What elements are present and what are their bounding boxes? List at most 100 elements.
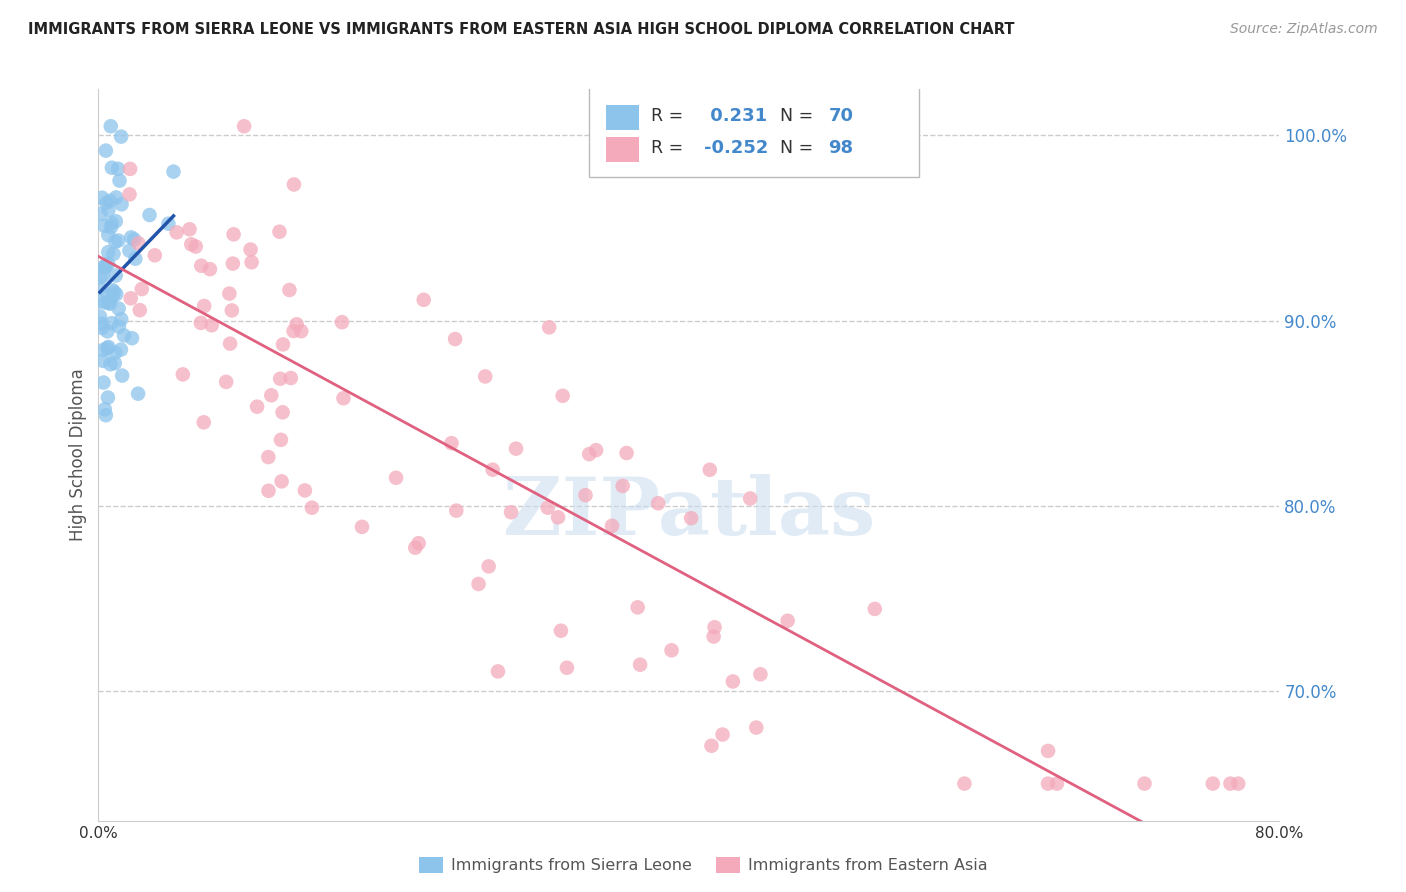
Point	[1133, 776, 1156, 790]
Text: -0.252: -0.252	[704, 139, 769, 157]
Point	[100, 220, 122, 235]
Point	[740, 491, 762, 506]
Point	[269, 225, 291, 239]
Text: N =: N =	[769, 139, 820, 157]
Point	[98, 194, 121, 208]
Point	[215, 375, 238, 389]
Text: 70: 70	[828, 106, 853, 125]
Point	[219, 336, 242, 351]
Point	[547, 510, 569, 524]
Point	[94, 402, 117, 417]
Point	[101, 283, 124, 297]
Point	[404, 541, 426, 555]
Point	[93, 219, 115, 233]
Point	[221, 303, 243, 318]
Point	[190, 316, 212, 330]
Point	[555, 661, 578, 675]
Point	[269, 372, 291, 386]
Point	[290, 324, 312, 338]
Point	[122, 232, 145, 246]
Point	[97, 257, 120, 271]
Point	[107, 234, 129, 248]
Text: ZIPatlas: ZIPatlas	[503, 475, 875, 552]
Text: IMMIGRANTS FROM SIERRA LEONE VS IMMIGRANTS FROM EASTERN ASIA HIGH SCHOOL DIPLOMA: IMMIGRANTS FROM SIERRA LEONE VS IMMIGRAN…	[28, 22, 1015, 37]
Point	[124, 252, 146, 266]
Point	[239, 243, 262, 257]
Point	[681, 511, 703, 525]
Point	[271, 405, 294, 419]
Point	[478, 559, 501, 574]
Point	[647, 496, 669, 510]
Point	[97, 340, 120, 354]
Point	[222, 257, 245, 271]
Point	[260, 388, 283, 402]
Point	[101, 161, 124, 175]
Point	[157, 217, 180, 231]
Point	[128, 303, 150, 318]
Point	[661, 643, 683, 657]
Point	[184, 239, 207, 253]
Point	[93, 343, 115, 357]
Point	[350, 520, 373, 534]
Point	[285, 318, 308, 332]
Point	[578, 447, 600, 461]
Point	[193, 299, 215, 313]
Point	[270, 433, 292, 447]
Point	[118, 187, 141, 202]
Point	[94, 408, 117, 422]
Point	[91, 191, 114, 205]
Point	[332, 391, 354, 405]
Point	[240, 255, 263, 269]
Point	[271, 337, 294, 351]
Point	[120, 161, 142, 176]
Point	[143, 248, 166, 262]
Point	[1036, 776, 1059, 790]
Point	[700, 739, 723, 753]
Point	[283, 178, 305, 192]
Point	[1202, 776, 1225, 790]
Point	[97, 228, 120, 243]
Point	[257, 450, 280, 464]
Point	[121, 331, 143, 345]
Point	[703, 630, 725, 644]
Point	[107, 161, 129, 176]
Point	[280, 371, 302, 385]
Point	[93, 376, 115, 390]
Point	[131, 282, 153, 296]
Point	[481, 463, 503, 477]
Point	[172, 368, 194, 382]
Point	[94, 259, 117, 273]
Point	[499, 505, 522, 519]
Point	[89, 310, 111, 324]
Point	[408, 536, 430, 550]
Point	[120, 230, 142, 244]
Point	[138, 208, 160, 222]
Point	[721, 674, 744, 689]
Point	[444, 332, 467, 346]
FancyBboxPatch shape	[606, 104, 640, 130]
FancyBboxPatch shape	[606, 136, 640, 162]
Point	[283, 324, 305, 338]
Point	[104, 345, 127, 359]
Point	[108, 319, 131, 334]
Point	[467, 577, 489, 591]
Point	[90, 270, 112, 285]
Point	[776, 614, 799, 628]
FancyBboxPatch shape	[589, 86, 920, 177]
Point	[100, 357, 122, 371]
Point	[486, 665, 509, 679]
Point	[180, 237, 202, 252]
Point	[294, 483, 316, 498]
Point	[863, 602, 886, 616]
Point	[96, 341, 118, 355]
Point	[1046, 776, 1069, 790]
Point	[96, 324, 118, 338]
Point	[127, 236, 149, 251]
Point	[179, 222, 201, 236]
Point	[574, 488, 596, 502]
Point	[94, 144, 117, 158]
Point	[90, 207, 112, 221]
Point	[118, 244, 141, 258]
Point	[699, 463, 721, 477]
Point	[104, 235, 127, 249]
